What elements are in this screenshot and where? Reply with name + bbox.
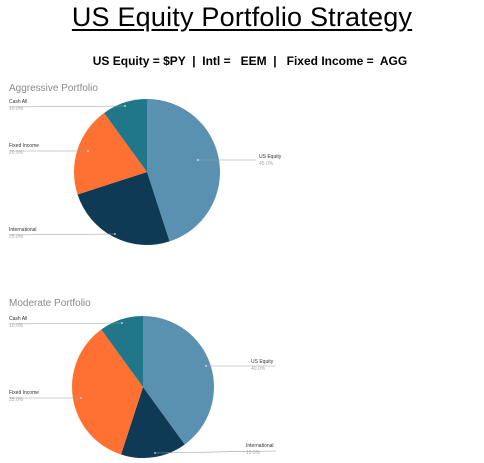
slice-value-international: 15.0% <box>246 450 261 456</box>
pie-slice-cash-all <box>104 99 147 172</box>
slice-value-us-equity: 40.0% <box>251 366 266 372</box>
pie-slice-us-equity <box>143 316 214 445</box>
leader-dot-us-equity <box>205 365 207 367</box>
pie-slice-international <box>77 172 170 246</box>
leader-dot-international <box>114 233 116 235</box>
slice-value-cash-all: 10.0% <box>9 106 24 112</box>
slice-value-cash-all: 10.0% <box>9 323 24 329</box>
page-title: US Equity Portfolio Strategy <box>71 2 413 32</box>
leader-dot-fixed-income <box>87 150 89 152</box>
leader-line-international <box>8 233 116 236</box>
pie-slice-cash-all <box>101 316 143 387</box>
slice-label-international: International <box>9 227 37 233</box>
leader-line-international <box>154 450 277 454</box>
slice-value-fixed-income: 20.0% <box>9 150 24 156</box>
leader-dot-fixed-income <box>80 397 82 399</box>
leader-dot-international <box>154 452 156 454</box>
slice-value-fixed-income: 35.0% <box>9 397 24 403</box>
slice-label-us-equity: US Equity <box>251 359 274 365</box>
slice-label-cash-all: Cash All <box>9 99 27 105</box>
slice-label-cash-all: Cash All <box>9 316 27 322</box>
leader-line-cash-all <box>8 322 123 325</box>
leader-line-cash-all <box>8 105 126 108</box>
pie-slice-fixed-income <box>71 329 143 455</box>
leader-dot-cash-all <box>121 322 123 324</box>
slice-value-international: 25.0% <box>9 234 24 240</box>
moderate-chart-title: Moderate Portfolio <box>9 298 91 309</box>
pie-slice-fixed-income <box>73 112 147 195</box>
pie-slice-international <box>121 387 185 459</box>
leader-dot-us-equity <box>197 159 199 161</box>
pie-slice-us-equity <box>147 98 221 242</box>
slice-label-fixed-income: Fixed Income <box>9 143 39 149</box>
ticker-legend: US Equity = $PY | Intl = EEM | Fixed Inc… <box>92 54 408 68</box>
slice-value-us-equity: 45.0% <box>259 161 274 167</box>
slice-label-fixed-income: Fixed Income <box>9 390 39 396</box>
leader-dot-cash-all <box>124 105 126 107</box>
slice-label-us-equity: US Equity <box>259 154 282 160</box>
slice-label-international: International <box>246 443 274 449</box>
aggressive-chart-title: Aggressive Portfolio <box>9 83 98 94</box>
